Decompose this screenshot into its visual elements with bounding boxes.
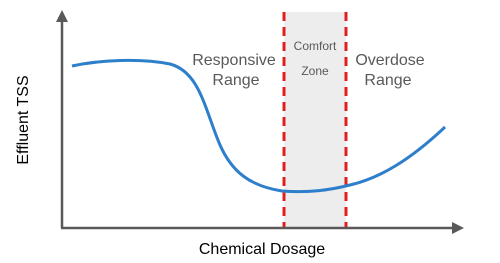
region-label: Comfort: [294, 39, 337, 53]
response-curve: [71, 58, 447, 194]
region-label: Zone: [301, 64, 329, 78]
region-label: Range: [212, 72, 259, 89]
x-axis-arrow: [452, 222, 464, 234]
y-axis-label: Effluent TSS: [15, 75, 32, 164]
region-label: Responsive: [192, 52, 276, 69]
region-label: Overdose: [355, 52, 424, 69]
y-axis-arrow: [56, 10, 68, 22]
region-label: Range: [364, 72, 411, 89]
x-axis-label: Chemical Dosage: [199, 241, 325, 258]
